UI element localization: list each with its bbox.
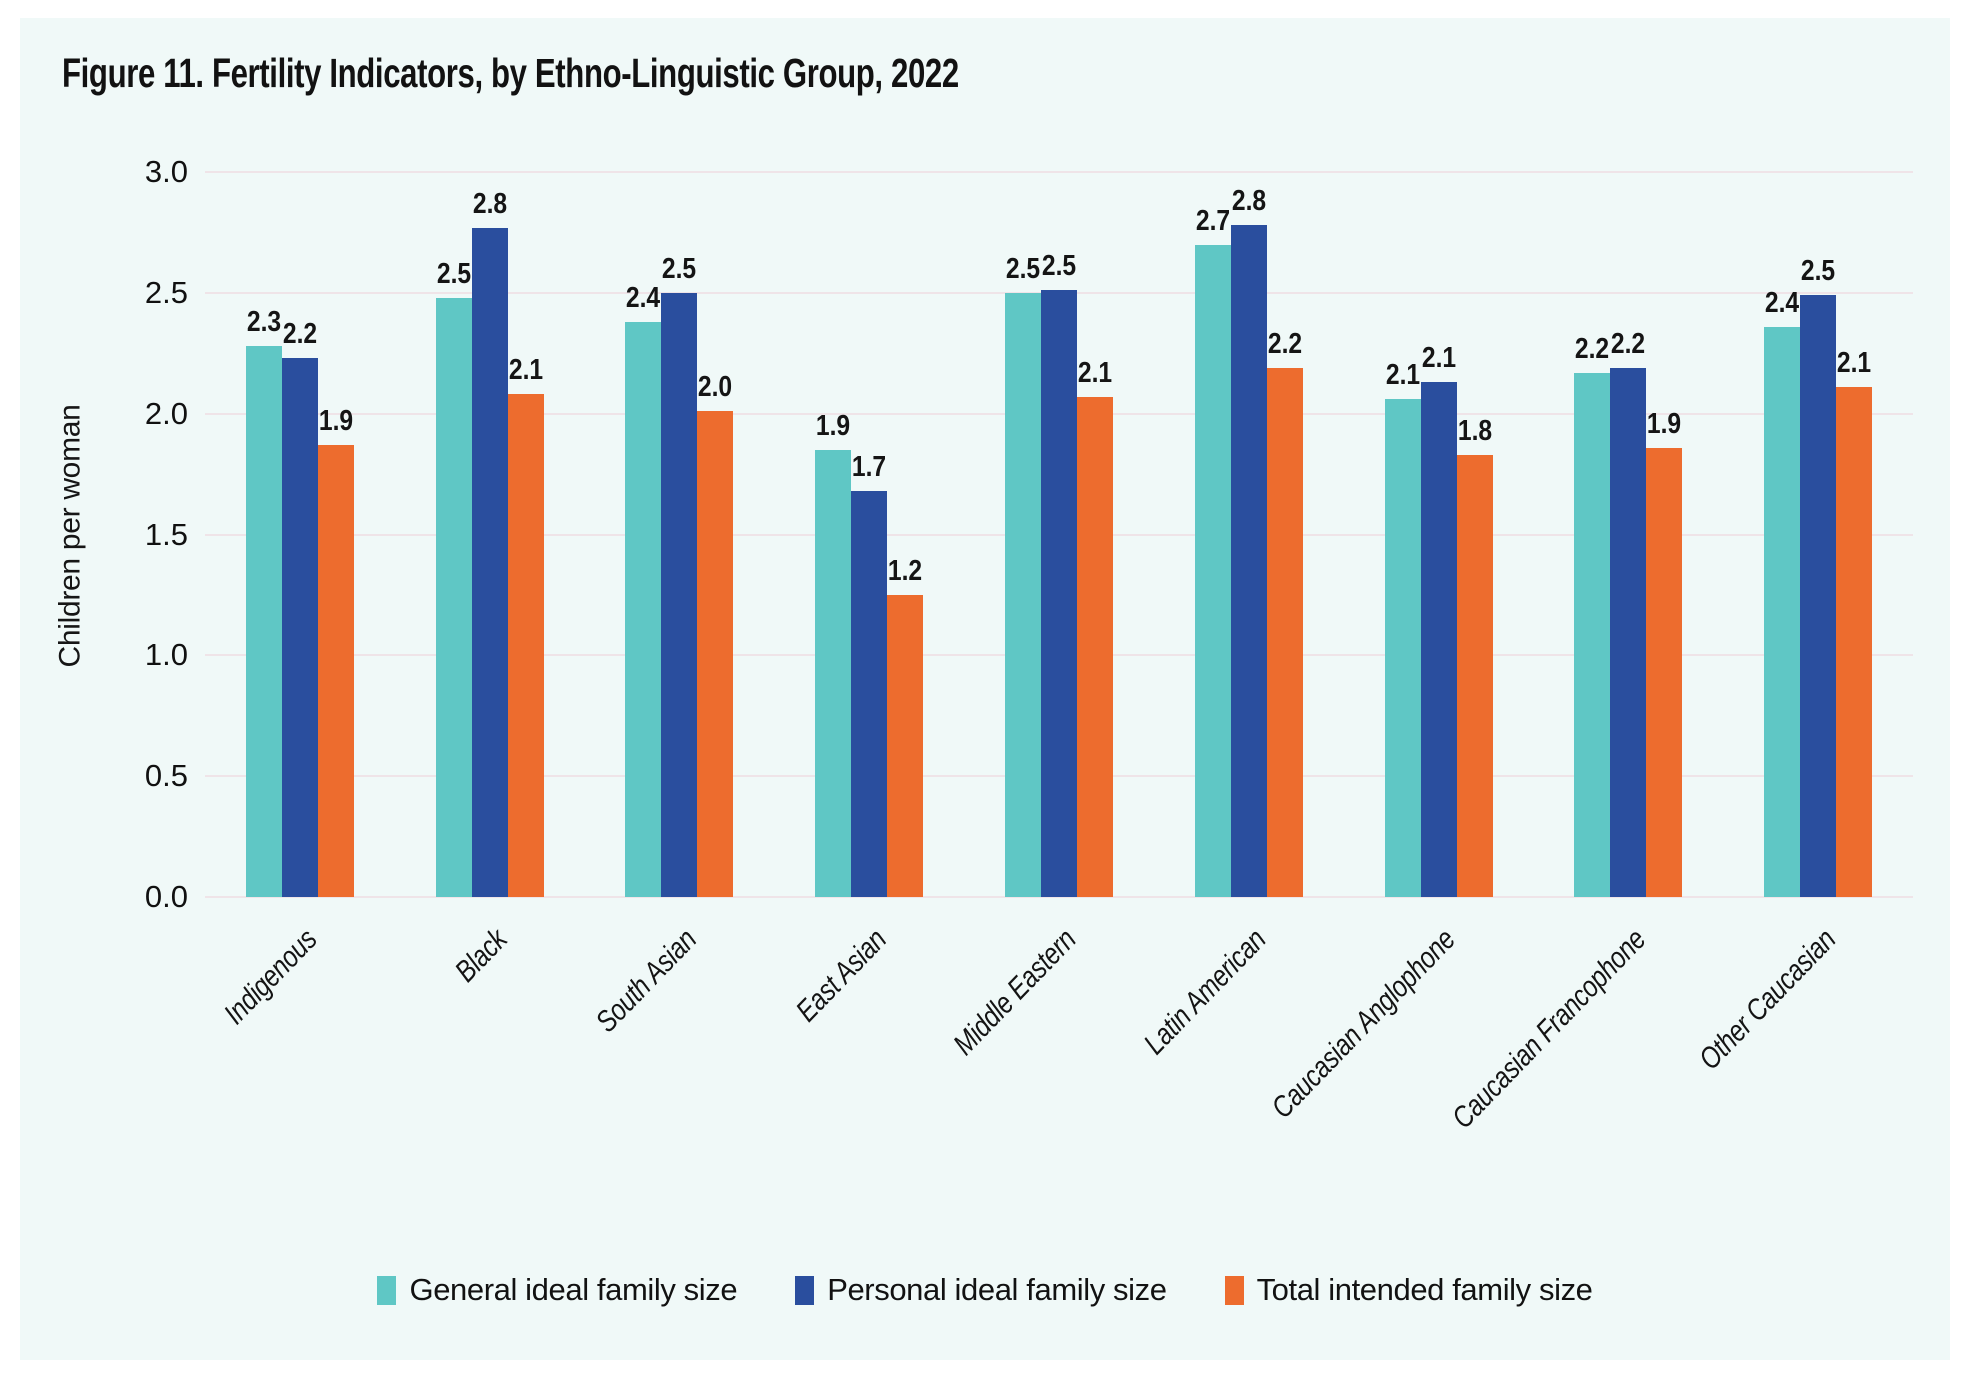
bar-group-east-asian: 1.9 1.7 1.2 (774, 172, 964, 897)
bar-value-label: 2.1 (1421, 342, 1456, 375)
legend-swatch (377, 1275, 397, 1305)
chart-title: Figure 11. Fertility Indicators, by Ethn… (62, 50, 959, 96)
bar: 2.2 (281, 318, 318, 897)
bar: 2.8 (1230, 185, 1267, 897)
bar: 2.5 (1005, 253, 1042, 897)
bar-value-label: 2.8 (1231, 185, 1266, 218)
y-tick-label: 1.0 (144, 637, 188, 673)
legend-item: General ideal family size (377, 1272, 738, 1308)
legend-swatch (1224, 1275, 1244, 1305)
bar: 2.2 (1266, 328, 1303, 897)
bar: 2.1 (507, 354, 544, 897)
gridline (205, 171, 1913, 173)
bar: 2.7 (1194, 205, 1231, 897)
bar-value-label: 2.3 (246, 306, 282, 338)
bar-group-black: 2.5 2.8 2.1 (395, 172, 585, 897)
bar-value-label: 2.1 (1077, 356, 1113, 389)
x-axis-label: Indigenous (217, 923, 324, 1031)
bar: 1.8 (1456, 415, 1493, 897)
legend-label: Total intended family size (1256, 1272, 1593, 1307)
legend-item: Personal ideal family size (795, 1272, 1167, 1308)
bar: 1.9 (317, 405, 354, 897)
bar-value-label: 2.5 (1005, 252, 1041, 285)
bar: 2.3 (245, 306, 282, 897)
bar: 2.4 (625, 282, 662, 897)
x-axis-label: Middle Eastern (947, 923, 1083, 1062)
y-tick-label: 0.0 (144, 879, 188, 914)
bar-value-label: 1.2 (888, 554, 923, 587)
bar-value-label: 2.2 (1575, 332, 1610, 365)
x-axis-labels: Indigenous Black South Asian East Asian Midd… (205, 897, 1913, 1197)
y-tick-label: 3.0 (144, 154, 188, 189)
bar-group-south-asian: 2.4 2.5 2.0 (585, 172, 775, 897)
bar-value-label: 2.5 (436, 257, 471, 290)
x-axis-label: Caucasian Anglophone (1265, 923, 1463, 1125)
bar: 2.2 (1574, 333, 1611, 897)
x-axis-label: Caucasian Francophone (1445, 923, 1653, 1136)
plot-area: 2.3 2.2 1.9 2.5 2.8 2.1 2.4 2.5 2.0 1.9 1.7 1.2 2.5 2… (205, 171, 1913, 898)
bar-value-label: 1.7 (852, 451, 887, 483)
bar: 2.5 (661, 253, 698, 897)
bar: 2.1 (1836, 347, 1873, 897)
x-axis-label: South Asian (589, 923, 704, 1039)
bar-value-label: 1.9 (816, 409, 851, 442)
bar-value-label: 2.5 (1801, 255, 1836, 288)
legend: General ideal family size Personal ideal … (20, 1272, 1950, 1308)
bar-value-label: 2.1 (1837, 347, 1872, 380)
legend-label: General ideal family size (409, 1272, 738, 1307)
bar: 2.1 (1077, 357, 1114, 897)
y-axis-ticks: 3.0 2.5 2.0 1.5 1.0 0.5 0.0 (20, 156, 188, 912)
y-tick-label: 2.0 (144, 395, 188, 431)
y-tick-label: 2.5 (144, 274, 188, 310)
gridline (205, 896, 1913, 898)
bar: 1.2 (887, 555, 924, 897)
bar-group-middle-eastern: 2.5 2.5 2.1 (964, 172, 1154, 897)
legend-swatch (795, 1275, 815, 1305)
bar: 2.1 (1420, 342, 1457, 897)
bar-value-label: 2.2 (282, 318, 318, 351)
bar-group-other-caucasian: 2.4 2.5 2.1 (1723, 172, 1913, 897)
bar: 2.5 (1800, 255, 1837, 897)
bar: 2.8 (471, 188, 508, 897)
bar: 2.4 (1764, 287, 1801, 897)
bar-value-label: 2.4 (1765, 286, 1800, 319)
bar-value-label: 2.5 (662, 252, 697, 285)
x-axis-label: East Asian (789, 923, 893, 1029)
bar-value-label: 2.2 (1267, 327, 1302, 360)
x-axis-label: Latin American (1137, 923, 1273, 1061)
bar-group-caucasian-anglophone: 2.1 2.1 1.8 (1344, 172, 1534, 897)
bars-row: 2.3 2.2 1.9 2.5 2.8 2.1 2.4 2.5 2.0 1.9 1.7 1.2 2.5 2… (205, 172, 1913, 897)
bar-value-label: 2.7 (1195, 204, 1230, 237)
bar-value-label: 1.8 (1457, 414, 1492, 447)
bar: 2.0 (697, 371, 734, 897)
bar-value-label: 1.9 (318, 405, 354, 438)
bar: 1.9 (815, 410, 852, 897)
legend-item: Total intended family size (1224, 1272, 1593, 1308)
x-axis-label: Other Caucasian (1692, 923, 1842, 1077)
bar: 1.7 (851, 451, 888, 897)
bar: 2.1 (1384, 359, 1421, 897)
bar-group-caucasian-francophone: 2.2 2.2 1.9 (1533, 172, 1723, 897)
bar-value-label: 2.4 (626, 281, 661, 314)
bar-value-label: 1.9 (1647, 407, 1682, 440)
bar-value-label: 2.8 (472, 187, 507, 220)
bar-value-label: 2.1 (508, 354, 543, 387)
y-tick-label: 0.5 (144, 758, 188, 794)
chart-card: Figure 11. Fertility Indicators, by Ethn… (20, 18, 1950, 1360)
bar-group-latin-american: 2.7 2.8 2.2 (1154, 172, 1344, 897)
bar-value-label: 2.1 (1385, 359, 1420, 392)
bar-value-label: 2.0 (698, 371, 733, 404)
bar: 2.5 (1041, 250, 1078, 897)
x-axis-label: Black (448, 923, 514, 989)
bar: 1.9 (1646, 408, 1683, 897)
bar-value-label: 2.5 (1041, 250, 1077, 283)
bar-group-indigenous: 2.3 2.2 1.9 (205, 172, 395, 897)
bar-value-label: 2.2 (1611, 327, 1646, 360)
bar: 2.5 (435, 258, 472, 897)
y-tick-label: 1.5 (144, 516, 188, 552)
legend-label: Personal ideal family size (827, 1272, 1167, 1307)
bar: 2.2 (1610, 328, 1647, 897)
